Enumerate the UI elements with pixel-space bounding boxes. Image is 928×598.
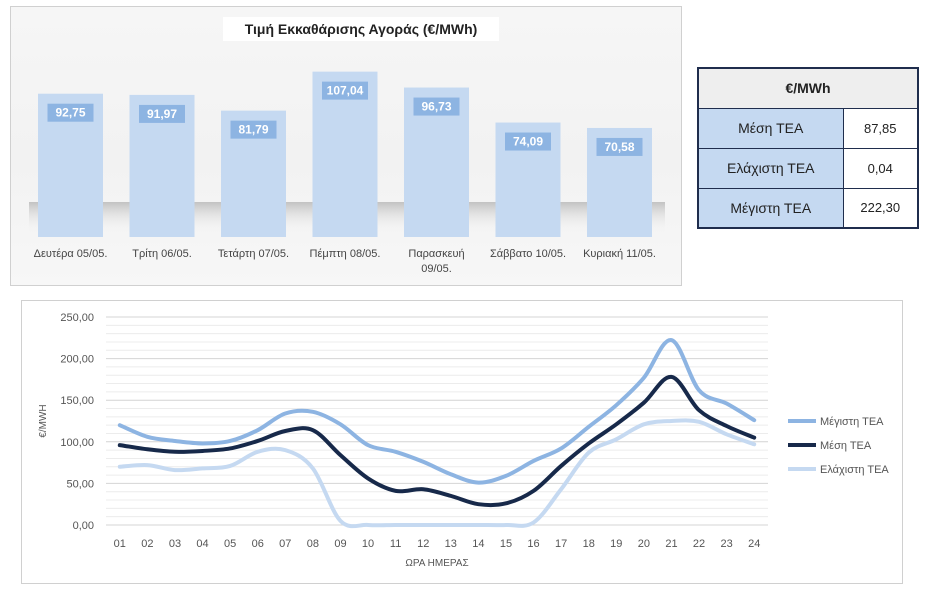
x-tick-label: 08 [307,538,319,550]
bar-value-label-bg [47,103,94,122]
bar-value-label: 74,09 [513,135,543,149]
line-chart: 0,00 50,00 100,00 150,00 200,00 250,00 01 02 03 0… [38,312,889,569]
bar-value-label: 91,97 [147,107,177,121]
x-tick-label: 02 [141,538,153,550]
x-tick-label: 09 [334,538,346,550]
bar-value-label: 107,04 [327,84,364,98]
stats-header: €/MWh [697,67,919,109]
x-tick-label: 19 [610,538,622,550]
y-tick-label: 0,00 [73,520,94,532]
x-tick-label: 22 [693,538,705,550]
bar-chart: 92,75 Δευτέρα 05/05. 91,97 Τρίτη 06/05. 81,7… [29,71,665,275]
x-tick-label: 17 [555,538,567,550]
bar-category-label: 09/05. [421,263,452,275]
bar-value-label: 70,58 [604,140,634,154]
x-tick-label: 01 [114,538,126,550]
stats-value-min: 0,04 [842,147,919,189]
legend-mean-label: Μέση ΤΕΑ [820,440,872,452]
bar-category-label: Τετάρτη 07/05. [218,248,289,260]
y-tick-label: 50,00 [66,478,94,490]
series-line-max [117,338,757,485]
x-tick-label: 07 [279,538,291,550]
bar-chart-panel: 92,75 Δευτέρα 05/05. 91,97 Τρίτη 06/05. 81,7… [10,6,682,286]
stats-label-min: Ελάχιστη ΤΕΑ [697,147,844,189]
bar-value-label-bg [596,137,643,156]
x-tick-label: 11 [390,538,401,550]
x-tick-label: 21 [665,538,677,550]
series-line-mean [117,374,757,508]
stats-row-min: Ελάχιστη ΤΕΑ 0,04 [697,147,919,189]
x-tick-label: 05 [224,538,236,550]
stats-header-row: €/MWh [697,67,919,109]
bar-category-label: Παρασκευή [408,248,464,260]
legend-min-label: Ελάχιστη ΤΕΑ [820,464,889,476]
y-tick-label: 200,00 [60,354,94,366]
y-tick-label: 100,00 [60,437,94,449]
bar-category-label: Πέμπτη 08/05. [310,248,381,260]
x-tick-label: 23 [721,538,733,550]
bar-value-label-bg [230,120,277,139]
bar-value-label: 81,79 [238,123,268,137]
bar-value-label-bg [413,97,460,116]
bar-category-label: Δευτέρα 05/05. [34,248,108,260]
x-tick-label: 10 [362,538,374,550]
bar-value-label: 96,73 [421,100,451,114]
stats-label-max: Μέγιστη ΤΕΑ [697,187,844,229]
bar-value-label-bg [505,132,551,151]
x-tick-label: 12 [417,538,429,550]
series-line-min [117,418,757,529]
stats-value-max: 222,30 [842,187,919,229]
x-axis-title: ΩΡΑ ΗΜΕΡΑΣ [405,558,468,569]
stats-value-mean: 87,85 [842,107,919,149]
line-chart-panel: 0,00 50,00 100,00 150,00 200,00 250,00 01 02 03 0… [21,300,903,584]
x-tick-label: 14 [472,538,484,550]
bar-chart-title: Τιμή Εκκαθάρισης Αγοράς (€/MWh) [223,17,499,41]
x-tick-label: 18 [583,538,595,550]
y-axis-title: €/MWH [38,404,49,437]
x-tick-label: 16 [527,538,539,550]
bar-category-label: Σάββατο 10/05. [490,248,566,260]
stats-row-mean: Μέση ΤΕΑ 87,85 [697,107,919,149]
bar-value-label-bg [322,81,368,100]
bar-value-label: 92,75 [55,106,85,120]
x-tick-label: 03 [169,538,181,550]
x-tick-label: 04 [196,538,208,550]
stats-table: €/MWh Μέση ΤΕΑ 87,85 Ελάχιστη ΤΕΑ 0,04 Μ… [697,67,919,229]
bar-value-label-bg [139,104,185,123]
stats-label-mean: Μέση ΤΕΑ [697,107,844,149]
bar-category-label: Τρίτη 06/05. [132,248,192,260]
x-tick-label: 24 [748,538,760,550]
y-tick-label: 150,00 [60,395,94,407]
bar-category-label: Κυριακή 11/05. [583,248,656,260]
y-tick-label: 250,00 [60,312,94,324]
stats-row-max: Μέγιστη ΤΕΑ 222,30 [697,187,919,229]
x-tick-label: 20 [638,538,650,550]
x-tick-label: 06 [252,538,264,550]
x-tick-label: 15 [500,538,512,550]
x-tick-label: 13 [445,538,457,550]
legend-max-label: Μέγιστη ΤΕΑ [820,416,884,428]
